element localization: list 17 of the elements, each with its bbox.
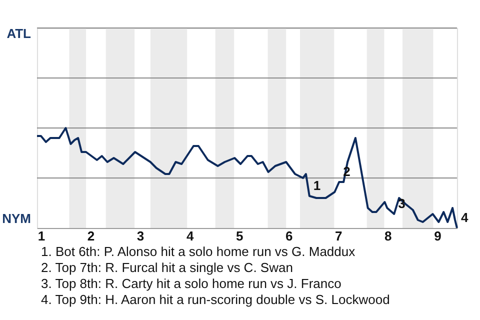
x-tick-label: 5: [236, 228, 244, 244]
text: 3. Top 8th: R. Carty hit a solo home run vs J. Franco: [41, 276, 342, 291]
annotation: 1: [313, 178, 321, 193]
x-tick-label: 3: [136, 228, 144, 244]
x-tick-label: 6: [285, 228, 293, 244]
text: 1. Bot 6th: P. Alonso hit a solo home run vs G. Maddux: [41, 244, 356, 259]
text: 2. Top 7th: R. Furcal hit a single vs C. Swan: [41, 260, 293, 275]
text: 4. Top 9th: H. Aaron hit a run-scoring double vs S. Lockwood: [41, 292, 390, 307]
x-tick-label: 4: [186, 228, 194, 244]
x-tick-label: 9: [434, 228, 442, 244]
x-tick-label: 8: [384, 228, 392, 244]
x-tick-label: 1: [38, 228, 46, 244]
annotation: 4: [461, 210, 469, 225]
x-tick-label: 7: [335, 228, 342, 244]
text: NYM: [2, 211, 31, 226]
x-tick-label: 2: [87, 228, 95, 244]
text: ATL: [6, 26, 32, 41]
